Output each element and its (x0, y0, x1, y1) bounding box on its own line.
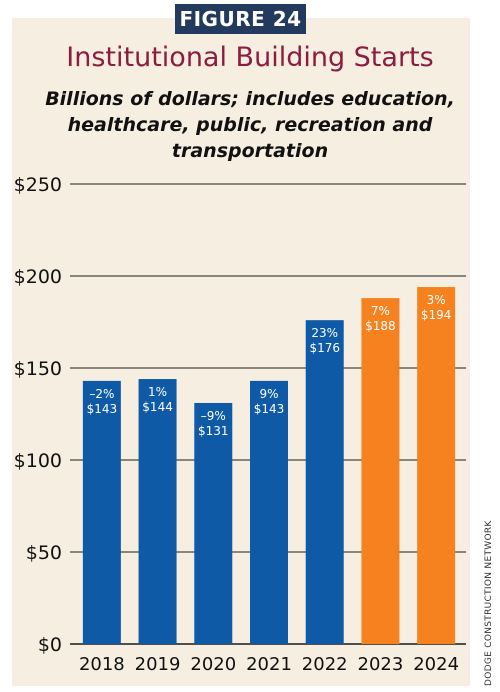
bar-labels: –2%$1431%$144–9%$1319%$14323%$1767%$1883… (87, 293, 452, 438)
bar-2018 (82, 380, 121, 644)
value-label-2021: $143 (254, 402, 285, 416)
change-label-2019: 1% (148, 385, 167, 399)
x-tick-label-2023: 2023 (358, 654, 404, 675)
bars (82, 287, 456, 644)
value-label-2022: $176 (309, 341, 340, 355)
change-label-2021: 9% (259, 387, 278, 401)
x-tick-label-2021: 2021 (246, 654, 292, 675)
y-tick-label: $0 (38, 634, 62, 656)
chart-title: Institutional Building Starts (66, 42, 434, 73)
bar-2020 (194, 402, 233, 644)
bar-2024 (417, 287, 456, 644)
value-label-2019: $144 (142, 400, 173, 414)
y-axis-ticks: $0 $50 $100 $150 $200 $250 (14, 174, 62, 656)
bar-2022 (305, 320, 344, 644)
y-tick-label: $250 (14, 174, 62, 196)
change-label-2018: –2% (89, 387, 114, 401)
value-label-2024: $194 (421, 308, 452, 322)
x-tick-label-2018: 2018 (79, 654, 125, 675)
y-tick-label: $200 (14, 266, 62, 288)
chart-subtitle: Billions of dollars; includes education,… (45, 88, 455, 162)
x-axis-ticks: 2018 2019 2020 2021 2022 2023 2024 (79, 654, 459, 675)
x-tick-label-2019: 2019 (135, 654, 181, 675)
x-tick-label-2022: 2022 (302, 654, 348, 675)
y-tick-label: $150 (14, 358, 62, 380)
change-label-2020: –9% (201, 409, 226, 423)
bar-2019 (138, 379, 177, 644)
value-label-2018: $143 (87, 402, 118, 416)
value-label-2023: $188 (365, 319, 396, 333)
value-label-2020: $131 (198, 424, 229, 438)
x-tick-label-2024: 2024 (413, 654, 459, 675)
x-tick-label-2020: 2020 (190, 654, 236, 675)
y-tick-label: $100 (14, 450, 62, 472)
change-label-2024: 3% (427, 293, 446, 307)
change-label-2023: 7% (371, 304, 390, 318)
change-label-2022: 23% (311, 326, 338, 340)
figure-label: FIGURE 24 (175, 4, 306, 34)
bar-2023 (361, 298, 400, 644)
bar-2021 (250, 380, 288, 644)
source-credit: DODGE CONSTRUCTION NETWORK (484, 520, 494, 686)
y-tick-label: $50 (26, 542, 62, 564)
